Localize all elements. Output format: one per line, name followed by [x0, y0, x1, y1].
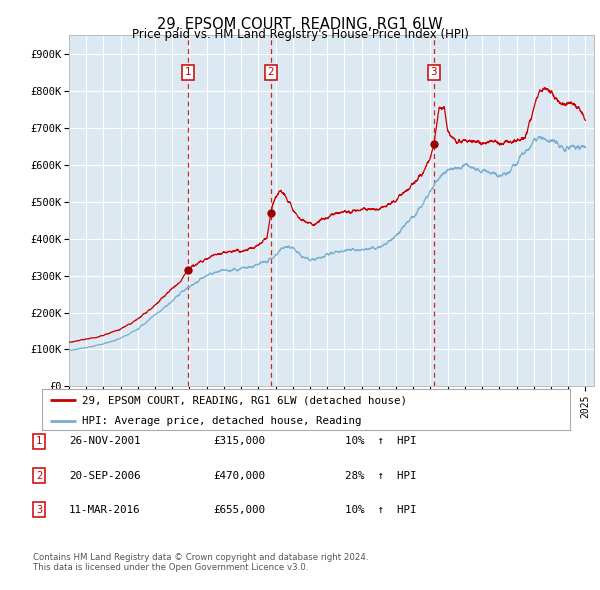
Text: This data is licensed under the Open Government Licence v3.0.: This data is licensed under the Open Gov… [33, 563, 308, 572]
Text: 26-NOV-2001: 26-NOV-2001 [69, 437, 140, 446]
Text: 20-SEP-2006: 20-SEP-2006 [69, 471, 140, 480]
Text: 3: 3 [36, 505, 42, 514]
Text: 10%  ↑  HPI: 10% ↑ HPI [345, 437, 416, 446]
Text: Price paid vs. HM Land Registry's House Price Index (HPI): Price paid vs. HM Land Registry's House … [131, 28, 469, 41]
Text: 28%  ↑  HPI: 28% ↑ HPI [345, 471, 416, 480]
Text: Contains HM Land Registry data © Crown copyright and database right 2024.: Contains HM Land Registry data © Crown c… [33, 553, 368, 562]
Text: 2: 2 [36, 471, 42, 480]
Text: 3: 3 [430, 67, 437, 77]
Text: HPI: Average price, detached house, Reading: HPI: Average price, detached house, Read… [82, 416, 361, 426]
Text: £655,000: £655,000 [213, 505, 265, 514]
Text: 10%  ↑  HPI: 10% ↑ HPI [345, 505, 416, 514]
Text: 29, EPSOM COURT, READING, RG1 6LW (detached house): 29, EPSOM COURT, READING, RG1 6LW (detac… [82, 395, 407, 405]
Text: 1: 1 [184, 67, 191, 77]
Text: 1: 1 [36, 437, 42, 446]
Text: 29, EPSOM COURT, READING, RG1 6LW: 29, EPSOM COURT, READING, RG1 6LW [157, 17, 443, 31]
Text: 2: 2 [268, 67, 274, 77]
Text: £470,000: £470,000 [213, 471, 265, 480]
Text: 11-MAR-2016: 11-MAR-2016 [69, 505, 140, 514]
Text: £315,000: £315,000 [213, 437, 265, 446]
